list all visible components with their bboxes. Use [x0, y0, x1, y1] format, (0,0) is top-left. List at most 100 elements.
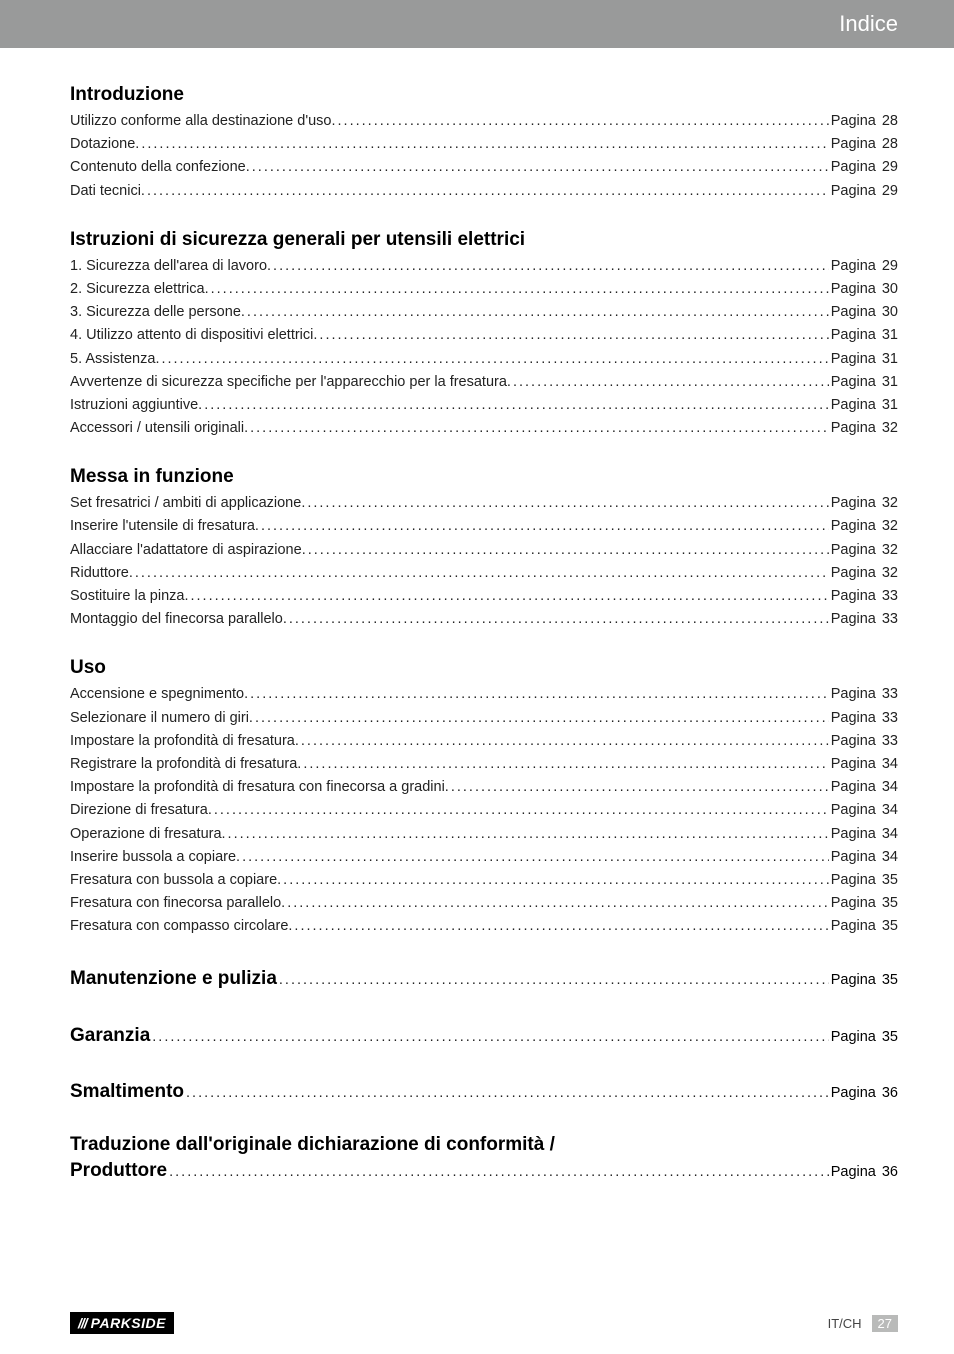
leader-dots [135, 133, 828, 156]
page-number: 34 [876, 753, 898, 776]
page-number: 35 [876, 892, 898, 915]
leader-dots [295, 730, 829, 753]
leader-dots [205, 278, 829, 301]
page-word: Pagina [829, 110, 876, 133]
leader-dots [152, 1026, 828, 1049]
leader-dots [255, 515, 829, 538]
page-word: Pagina [829, 417, 876, 440]
section-title: Introduzione [70, 84, 898, 106]
toc-label: Accensione e spegnimento [70, 683, 244, 706]
toc-label: 1. Sicurezza dell'area di lavoro [70, 255, 267, 278]
toc-section: Uso Accensione e spegnimento Pagina 33Sele… [70, 657, 898, 938]
page-number: 28 [876, 110, 898, 133]
toc-row: Dotazione Pagina28 [70, 133, 898, 156]
toc-label: 2. Sicurezza elettrica [70, 278, 205, 301]
section-title: Messa in funzione [70, 466, 898, 488]
toc-label: Contenuto della confezione [70, 156, 246, 179]
toc-row: Accessori / utensili originali Pagina32 [70, 417, 898, 440]
leader-dots [208, 799, 829, 822]
leader-dots [301, 492, 828, 515]
page-word: Pagina [829, 133, 876, 156]
page-word: Pagina [829, 969, 876, 992]
page-number: 33 [876, 608, 898, 631]
toc-row: 5. Assistenza Pagina31 [70, 348, 898, 371]
toc-label: Fresatura con bussola a copiare [70, 869, 277, 892]
page-word: Pagina [829, 915, 876, 938]
section-title: Uso [70, 657, 898, 679]
page-word: Pagina [829, 869, 876, 892]
leader-dots [222, 823, 829, 846]
page-word: Pagina [829, 371, 876, 394]
section-title: Traduzione dall'originale dichiarazione … [70, 1134, 898, 1156]
leader-dots [169, 1161, 829, 1184]
toc-row: 1. Sicurezza dell'area di lavoro Pagina2… [70, 255, 898, 278]
page-number: 35 [876, 969, 898, 992]
leader-dots [302, 539, 829, 562]
toc-row: Dati tecnici Pagina29 [70, 180, 898, 203]
toc-row: 2. Sicurezza elettrica Pagina30 [70, 278, 898, 301]
page-number: 36 [876, 1161, 898, 1184]
leader-dots [241, 301, 829, 324]
page-word: Pagina [829, 492, 876, 515]
page-number: 32 [876, 562, 898, 585]
section-title: Garanzia [70, 1021, 152, 1051]
toc-content: Introduzione Utilizzo conforme alla desti… [0, 48, 954, 1230]
page-word: Pagina [829, 324, 876, 347]
toc-section-title-row: Smaltimento Pagina36 [70, 1077, 898, 1107]
page-number: 34 [876, 799, 898, 822]
toc-row: Impostare la profondità di fresatura Pag… [70, 730, 898, 753]
page-number: 31 [876, 324, 898, 347]
page-word: Pagina [829, 846, 876, 869]
toc-label: Accessori / utensili originali [70, 417, 244, 440]
toc-row: Riduttore Pagina32 [70, 562, 898, 585]
toc-label: 4. Utilizzo attento di dispositivi elett… [70, 324, 313, 347]
toc-section-title-row: Produttore Pagina36 [70, 1156, 898, 1186]
toc-label: Inserire l'utensile di fresatura [70, 515, 255, 538]
toc-label: Riduttore [70, 562, 129, 585]
page-number: 30 [876, 301, 898, 324]
toc-label: Fresatura con finecorsa parallelo [70, 892, 281, 915]
footer-right: IT/CH 27 [828, 1315, 898, 1332]
section-title: Manutenzione e pulizia [70, 964, 279, 994]
toc-label: Allacciare l'adattatore di aspirazione [70, 539, 302, 562]
leader-dots [186, 1082, 829, 1105]
page-word: Pagina [829, 608, 876, 631]
page-number: 32 [876, 492, 898, 515]
toc-section: Introduzione Utilizzo conforme alla desti… [70, 84, 898, 203]
page-word: Pagina [829, 301, 876, 324]
toc-row: Allacciare l'adattatore di aspirazione P… [70, 539, 898, 562]
toc-section: Smaltimento Pagina36 [70, 1077, 898, 1107]
toc-label: Avvertenze di sicurezza specifiche per l… [70, 371, 507, 394]
toc-label: Direzione di fresatura [70, 799, 208, 822]
toc-label: Fresatura con compasso circolare [70, 915, 288, 938]
page-word: Pagina [829, 278, 876, 301]
page-number: 32 [876, 515, 898, 538]
leader-dots [267, 255, 829, 278]
page-number: 33 [876, 707, 898, 730]
brand-bars: /// [78, 1315, 87, 1331]
leader-dots [129, 562, 829, 585]
page-word: Pagina [829, 562, 876, 585]
toc-label: Operazione di fresatura [70, 823, 222, 846]
page-word: Pagina [829, 394, 876, 417]
page-word: Pagina [829, 892, 876, 915]
page-number: 29 [876, 255, 898, 278]
toc-label: Istruzioni aggiuntive [70, 394, 198, 417]
leader-dots [283, 608, 829, 631]
header-band: Indice [0, 0, 954, 48]
footer-locale: IT/CH [828, 1316, 862, 1331]
toc-row: Contenuto della confezione Pagina29 [70, 156, 898, 179]
leader-dots [445, 776, 829, 799]
toc-label: Registrare la profondità di fresatura [70, 753, 297, 776]
page-word: Pagina [829, 1026, 876, 1049]
page-word: Pagina [829, 1161, 876, 1184]
footer: /// PARKSIDE IT/CH 27 [0, 1312, 954, 1334]
page-word: Pagina [829, 585, 876, 608]
page-number: 29 [876, 180, 898, 203]
toc-row: Selezionare il numero di giri Pagina33 [70, 707, 898, 730]
page-number: 35 [876, 915, 898, 938]
toc-row: Montaggio del finecorsa parallelo Pagina… [70, 608, 898, 631]
toc-row: Fresatura con compasso circolare Pagina3… [70, 915, 898, 938]
section-title: Smaltimento [70, 1077, 186, 1107]
toc-label: Utilizzo conforme alla destinazione d'us… [70, 110, 332, 133]
